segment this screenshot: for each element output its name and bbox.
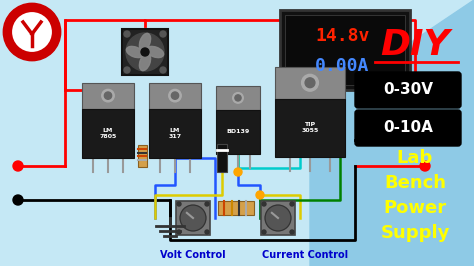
Text: 14.8v: 14.8v (315, 27, 370, 45)
Circle shape (256, 191, 264, 199)
Ellipse shape (127, 46, 144, 58)
Text: 0-10A: 0-10A (383, 120, 433, 135)
Bar (149, 82, 201, 109)
Circle shape (205, 230, 209, 234)
Circle shape (141, 48, 149, 56)
FancyBboxPatch shape (355, 110, 461, 146)
Text: Lab: Lab (397, 149, 433, 167)
Circle shape (102, 89, 114, 102)
Circle shape (262, 202, 266, 206)
Circle shape (124, 31, 130, 37)
FancyBboxPatch shape (355, 72, 461, 108)
Bar (261, 201, 295, 235)
Circle shape (13, 161, 23, 171)
Circle shape (420, 161, 430, 171)
Text: Power: Power (383, 199, 447, 217)
Bar (122, 29, 168, 75)
Circle shape (420, 135, 430, 145)
Ellipse shape (146, 46, 164, 58)
Bar (217, 144, 227, 172)
Circle shape (305, 78, 315, 88)
Circle shape (169, 89, 181, 102)
Circle shape (10, 10, 54, 54)
Circle shape (262, 230, 266, 234)
Text: Bench: Bench (384, 174, 446, 192)
Circle shape (124, 67, 130, 73)
Text: 0-30V: 0-30V (383, 82, 433, 98)
Bar (275, 98, 345, 157)
Bar (176, 201, 210, 235)
Circle shape (177, 230, 181, 234)
Circle shape (14, 14, 50, 50)
Ellipse shape (139, 33, 151, 51)
Bar (285, 15, 405, 85)
Bar (82, 109, 134, 157)
Bar (218, 201, 254, 215)
Text: DIY: DIY (380, 28, 450, 62)
Bar (216, 86, 260, 110)
Circle shape (160, 67, 166, 73)
Circle shape (160, 31, 166, 37)
Text: Volt Control: Volt Control (160, 250, 226, 260)
Bar (149, 109, 201, 157)
Bar (275, 67, 345, 98)
Circle shape (234, 168, 242, 176)
Bar (280, 10, 410, 90)
Bar (82, 82, 134, 109)
Circle shape (180, 205, 206, 231)
Circle shape (177, 202, 181, 206)
Text: 0.00A: 0.00A (315, 57, 370, 75)
Circle shape (233, 93, 243, 103)
Bar (216, 110, 260, 154)
Bar (138, 145, 147, 167)
Text: LM
7805: LM 7805 (100, 127, 117, 139)
Text: LM
317: LM 317 (168, 127, 182, 139)
Circle shape (235, 95, 241, 101)
Text: CreativeZach: CreativeZach (122, 132, 198, 158)
Polygon shape (310, 0, 474, 266)
Text: TIP
3055: TIP 3055 (301, 122, 319, 133)
Ellipse shape (139, 53, 151, 71)
Circle shape (265, 205, 291, 231)
Circle shape (301, 74, 319, 91)
Circle shape (290, 202, 294, 206)
Circle shape (104, 92, 112, 99)
Circle shape (13, 195, 23, 205)
Text: Supply: Supply (380, 224, 450, 242)
Circle shape (172, 92, 179, 99)
Text: BD139: BD139 (227, 129, 250, 134)
Text: Current Control: Current Control (262, 250, 348, 260)
Circle shape (126, 33, 164, 71)
Circle shape (4, 4, 60, 60)
Circle shape (205, 202, 209, 206)
Circle shape (290, 230, 294, 234)
